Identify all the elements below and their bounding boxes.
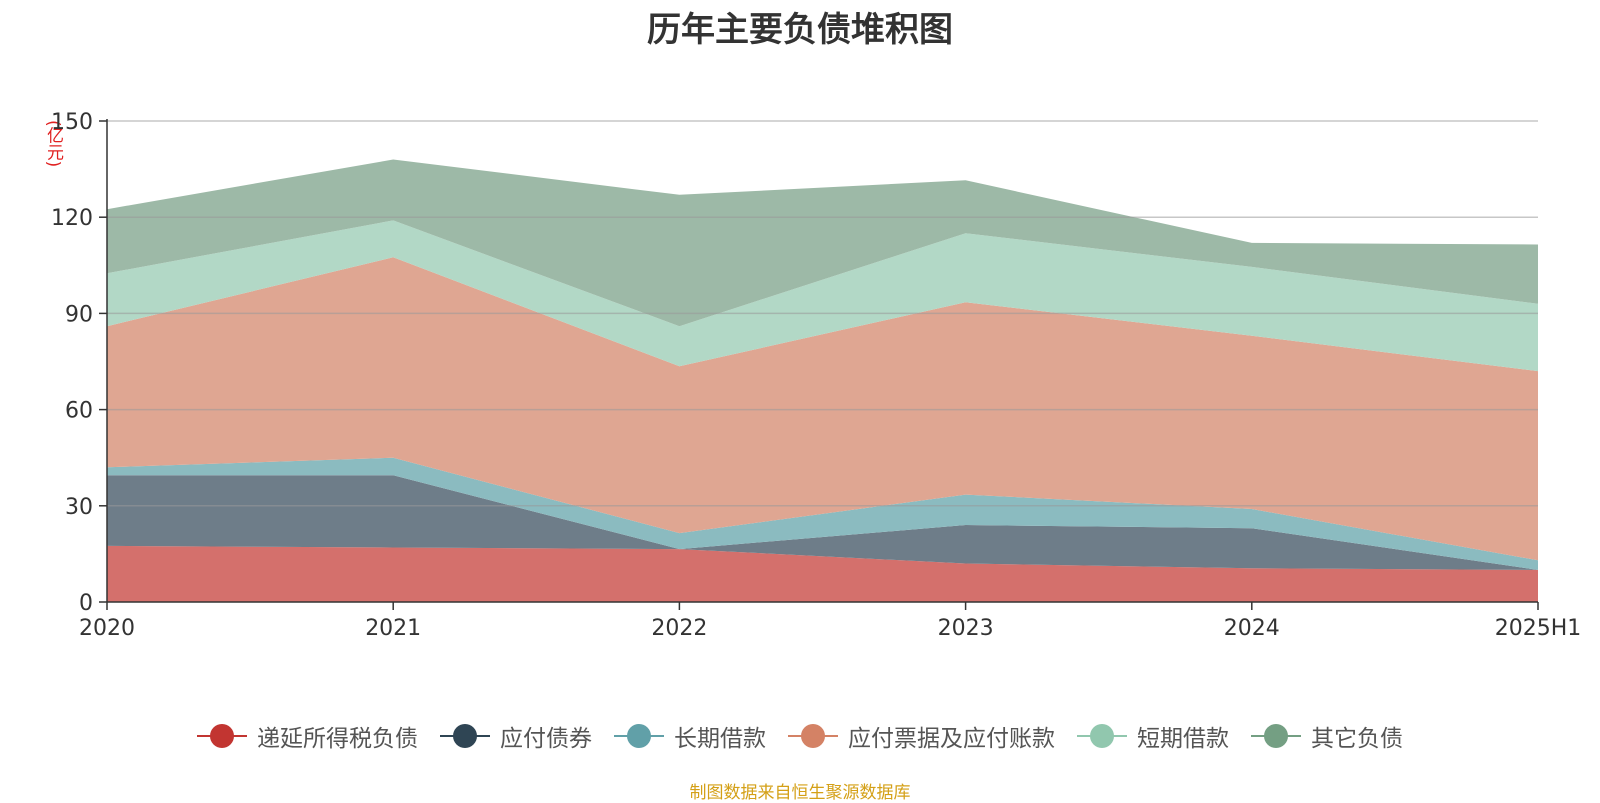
legend-label: 应付债券	[500, 726, 592, 752]
data-source-note: 制图数据来自恒生聚源数据库	[689, 783, 911, 803]
y-tick-label-120: 120	[51, 206, 93, 231]
area-series-1	[107, 545, 1538, 602]
stacked-area-chart: 0 30 60 90 120 150 2020 2021 2022 2023 2024 2025H1	[51, 110, 1582, 641]
legend-label: 长期借款	[674, 726, 766, 752]
legend-marker-icon	[614, 723, 664, 749]
legend-item-1[interactable]: 递延所得税负债	[197, 719, 418, 753]
legend-item-5[interactable]: 短期借款	[1077, 719, 1229, 753]
y-tick-label-30: 30	[65, 495, 93, 520]
x-tick-label-2023: 2023	[938, 616, 994, 641]
y-tick-label-0: 0	[79, 591, 93, 616]
y-tick-label-150: 150	[51, 110, 93, 135]
legend-marker-icon	[1251, 723, 1301, 749]
y-axis-unit-label: (亿元)	[43, 120, 63, 168]
area-series-5	[107, 220, 1538, 372]
x-tick-label-2025H1: 2025H1	[1495, 616, 1582, 641]
legend-marker-icon	[788, 723, 838, 749]
legend-item-2[interactable]: 应付债券	[440, 719, 592, 753]
legend-item-6[interactable]: 其它负债	[1251, 719, 1403, 753]
legend-marker-icon	[440, 723, 490, 749]
legend-label: 短期借款	[1137, 726, 1229, 752]
legend-item-4[interactable]: 应付票据及应付账款	[788, 719, 1055, 753]
legend-item-3[interactable]: 长期借款	[614, 719, 766, 753]
x-tick-label-2020: 2020	[79, 616, 135, 641]
legend-label: 应付票据及应付账款	[848, 726, 1055, 752]
legend-marker-icon	[1077, 723, 1127, 749]
x-tick-label-2021: 2021	[365, 616, 421, 641]
legend-label: 递延所得税负债	[257, 726, 418, 752]
area-series-4	[107, 257, 1538, 561]
legend-marker-icon	[197, 723, 247, 749]
chart-title: 历年主要负债堆积图	[647, 10, 953, 50]
area-series-2	[107, 475, 1538, 570]
y-tick-label-60: 60	[65, 399, 93, 424]
y-tick-label-90: 90	[65, 302, 93, 327]
x-tick-label-2024: 2024	[1224, 616, 1280, 641]
area-series-3	[107, 457, 1538, 570]
area-series-6	[107, 159, 1538, 327]
legend-label: 其它负债	[1311, 726, 1403, 752]
chart-legend: 递延所得税负债 应付债券 长期借款 应付票据及应付账款 短期借款 其它负债	[0, 718, 1600, 754]
x-tick-label-2022: 2022	[651, 616, 707, 641]
